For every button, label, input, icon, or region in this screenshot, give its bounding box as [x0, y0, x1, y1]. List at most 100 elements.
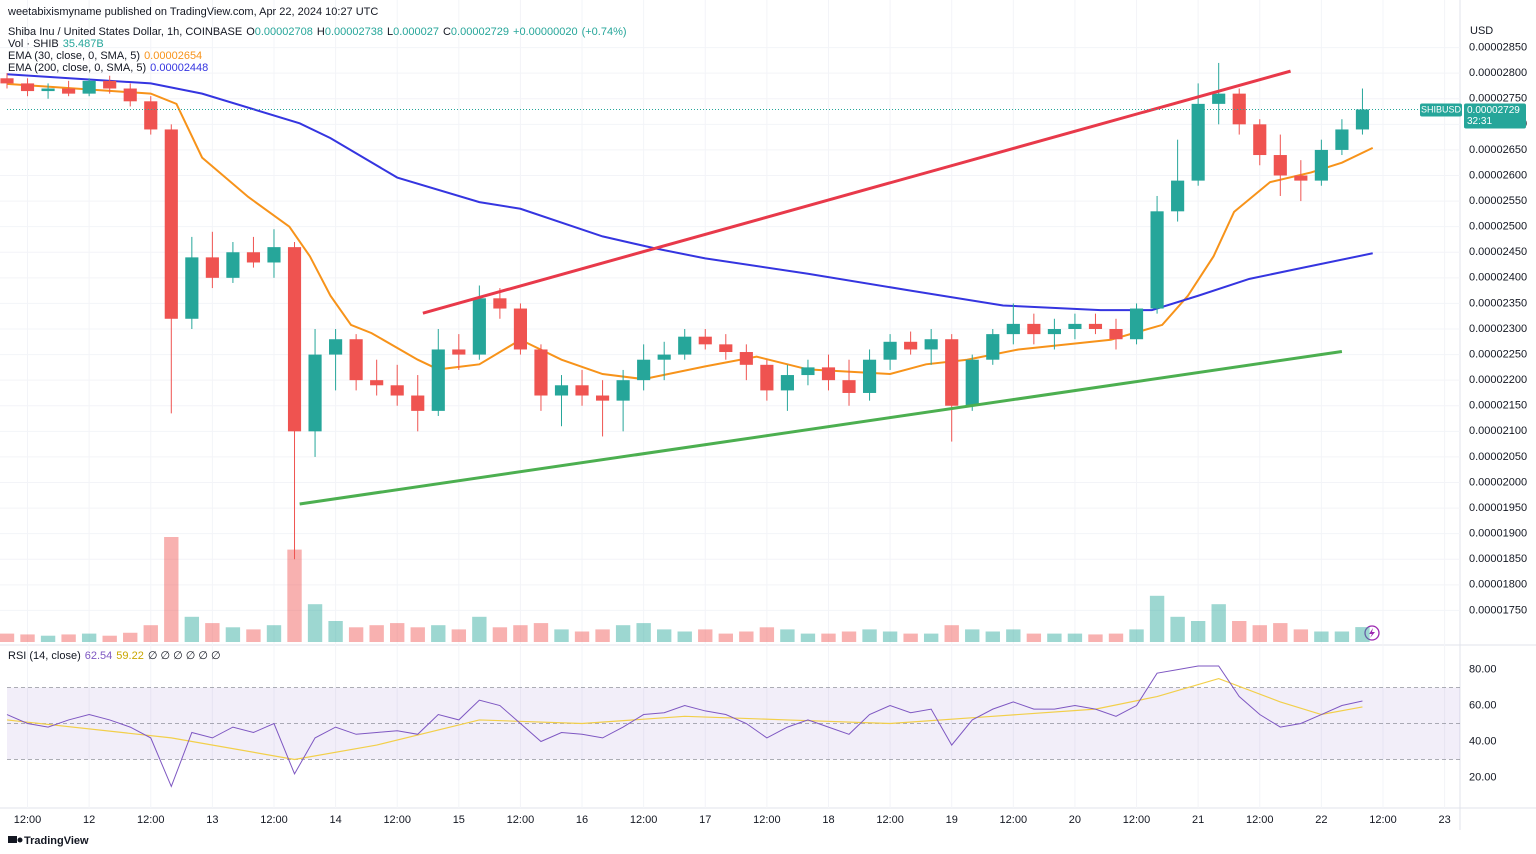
candle-body — [452, 349, 466, 355]
volume-bar — [780, 629, 795, 642]
change: +0.00000020 — [513, 26, 578, 38]
candle-body — [965, 359, 979, 406]
candle-body — [678, 336, 692, 355]
volume-bar — [533, 623, 549, 642]
volume-bar — [410, 627, 425, 642]
volume-bar — [1026, 633, 1042, 642]
y-tick-label: 40.00 — [1469, 735, 1497, 747]
volume-bar — [1129, 629, 1144, 642]
x-tick-label: 12:00 — [260, 814, 288, 826]
volume-bar — [328, 621, 343, 642]
y-tick-label: 0.00001850 — [1469, 553, 1527, 565]
y-tick-label: 0.00002100 — [1469, 425, 1527, 437]
candle-body — [1171, 180, 1185, 212]
candle-body — [144, 101, 158, 130]
x-tick-label: 12:00 — [383, 814, 411, 826]
volume-bar — [431, 625, 446, 642]
x-tick-label: 12:00 — [1369, 814, 1397, 826]
volume-bar — [81, 633, 97, 642]
y-tick-label: 0.00002350 — [1469, 297, 1527, 309]
y-tick-label: 0.00002650 — [1469, 144, 1527, 156]
y-tick-label: 0.00002450 — [1469, 246, 1527, 258]
volume-bar — [944, 625, 959, 642]
rsi-title: RSI (14, close) — [8, 650, 81, 662]
candle-body — [431, 349, 445, 411]
candle-body — [1232, 93, 1246, 125]
candle-body — [370, 380, 384, 386]
volume-bar — [656, 629, 672, 642]
candle-body — [534, 349, 548, 396]
footer-logo — [8, 836, 23, 843]
volume-bar — [0, 633, 15, 642]
ohlc-key: O — [246, 26, 255, 38]
volume-bar — [1006, 629, 1021, 642]
x-tick-label: 21 — [1192, 814, 1204, 826]
x-tick-label: 23 — [1438, 814, 1450, 826]
x-tick-label: 12:00 — [630, 814, 658, 826]
volume-bar — [369, 625, 384, 642]
footer-brand: TradingView — [24, 835, 89, 847]
volume-bar — [636, 623, 651, 642]
candle-body — [62, 88, 76, 94]
volume-bar — [821, 633, 836, 642]
x-tick-label: 20 — [1069, 814, 1081, 826]
published: weetabixismyname published on TradingVie… — [8, 6, 379, 18]
candle-body — [390, 385, 404, 396]
candle-body — [637, 359, 651, 381]
volume-bar — [1149, 595, 1165, 642]
candle-body — [616, 380, 630, 401]
candle-body — [513, 308, 527, 350]
volume-bar — [677, 631, 692, 642]
candle-body — [1191, 103, 1205, 181]
ohlc-key: H — [316, 26, 325, 38]
ohlc-key: C — [442, 26, 451, 38]
candle-body — [329, 339, 343, 355]
volume-bar — [800, 633, 816, 642]
volume-legend: Vol · SHIB 35.487B — [8, 38, 108, 50]
candle-body — [657, 354, 671, 360]
volume-bar — [1273, 623, 1288, 642]
volume-bar — [307, 604, 323, 642]
ema200-legend: EMA (200, close, 0, SMA, 5) 0.00002448 — [8, 62, 212, 74]
volume-bar — [1334, 631, 1350, 642]
volume-bar — [20, 634, 35, 642]
candle-body — [1273, 155, 1287, 176]
symbol-title: Shiba Inu / United States Dollar, 1h, CO… — [8, 26, 243, 38]
y-tick-label: 0.00001750 — [1469, 604, 1527, 616]
volume-bar — [61, 634, 76, 642]
trendline — [422, 69, 1291, 315]
rsi-na: ∅ ∅ ∅ ∅ ∅ ∅ — [147, 650, 221, 662]
volume-bar — [348, 627, 364, 642]
candle-body — [739, 352, 753, 365]
volume-bar — [1355, 627, 1370, 642]
lightning-icon — [1364, 625, 1380, 641]
y-tick-label: 0.00001800 — [1469, 579, 1527, 591]
volume-bar — [882, 631, 898, 642]
volume-name: Vol · SHIB — [8, 38, 59, 50]
ema-value: 0.00002654 — [144, 50, 203, 62]
rsi-value: 62.54 — [84, 650, 113, 662]
y-tick-label: 0.00002050 — [1469, 451, 1527, 463]
volume-bar — [718, 633, 733, 642]
x-tick-label: 12:00 — [14, 814, 42, 826]
rsi-line — [6, 677, 1363, 761]
candle-body — [575, 385, 589, 396]
change-pct: (+0.74%) — [581, 26, 627, 38]
x-tick-label: 12:00 — [507, 814, 535, 826]
y-tick-label: 0.00002150 — [1469, 400, 1527, 412]
volume-bar — [1252, 625, 1267, 642]
candle-body — [1109, 329, 1123, 340]
x-tick-label: 14 — [329, 814, 341, 826]
volume-bar — [1211, 604, 1226, 642]
volume-bar — [143, 625, 158, 642]
candle-body — [821, 367, 836, 381]
symbol-tag-label: SHIBUSD — [1421, 104, 1462, 114]
candle-body — [123, 88, 137, 102]
rsi-legend: RSI (14, close) 62.54 59.22 ∅ ∅ ∅ ∅ ∅ ∅ — [8, 650, 225, 662]
candle-body — [246, 252, 261, 263]
currency: USD — [1470, 25, 1493, 37]
candle-body — [719, 344, 733, 353]
y-tick-label: 0.00002600 — [1469, 169, 1527, 181]
volume-bar — [205, 623, 220, 642]
volume-bar — [1088, 634, 1103, 642]
